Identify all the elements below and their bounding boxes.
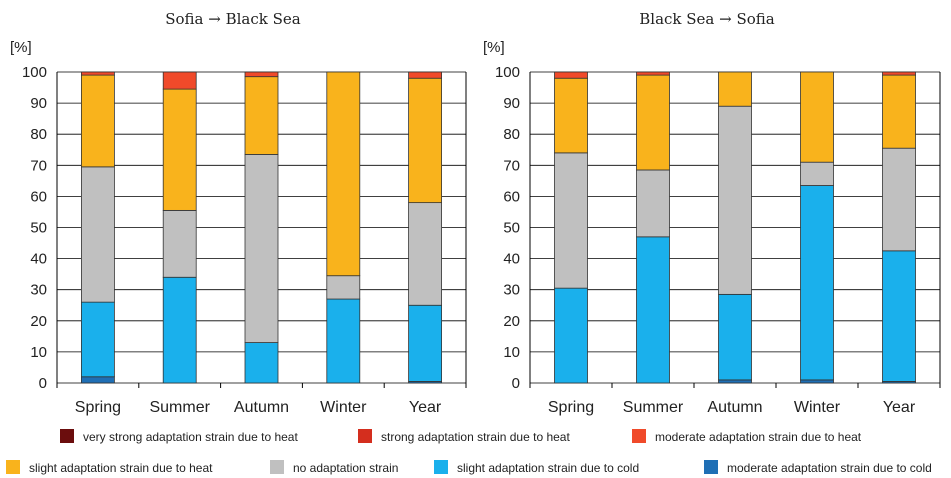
bar-segment: [718, 71, 752, 107]
y-tick-label: 90: [30, 95, 47, 112]
bar-segment: [81, 74, 115, 168]
bar-segment: [244, 71, 279, 78]
legend-label: strong adaptation strain due to heat: [381, 430, 570, 444]
bar-segment: [882, 147, 916, 252]
legend-label: slight adaptation strain due to heat: [29, 461, 213, 475]
y-tick-label: 100: [495, 64, 520, 81]
legend-label: slight adaptation strain due to cold: [457, 461, 639, 475]
y-tick-label: 30: [30, 282, 47, 299]
legend-label: moderate adaptation strain due to heat: [655, 430, 862, 444]
bar-segment: [81, 166, 115, 303]
bar-segment: [244, 342, 279, 384]
y-tick-label: 0: [39, 375, 47, 392]
bar-segment: [718, 293, 752, 381]
y-tick-label: 100: [22, 64, 47, 81]
y-tick-label: 30: [503, 282, 520, 299]
y-axis-unit: [%]: [10, 39, 32, 56]
bar-segment: [408, 71, 443, 79]
chart-panel-sofia-to-black-sea: Sofia → Black Sea [%] 0 10 20 30 40 50 60 70 80 90 1…: [10, 10, 467, 416]
y-tick-label: 90: [503, 95, 520, 112]
legend-swatch: [704, 460, 718, 474]
y-tick-label: 60: [503, 188, 520, 205]
bar-segment: [882, 71, 916, 76]
bar-segment: [554, 152, 588, 289]
bar-segment: [244, 76, 279, 155]
bar-segment: [554, 287, 588, 384]
bar-segment: [326, 71, 361, 277]
y-tick-label: 10: [30, 344, 47, 361]
y-tick-label: 20: [503, 313, 520, 330]
bar-segment: [636, 169, 670, 238]
bar-segment: [800, 71, 834, 163]
bar-segment: [326, 298, 361, 384]
y-axis-unit: [%]: [483, 39, 505, 56]
bar-segment: [162, 88, 197, 211]
bar-segment: [408, 304, 443, 382]
bar-segment: [882, 74, 916, 149]
bar-segment: [162, 71, 197, 90]
bar-segment: [554, 77, 588, 154]
legend-label: moderate adaptation strain due to cold: [727, 461, 932, 475]
bar-segment: [162, 276, 197, 384]
bar-segment: [800, 185, 834, 381]
legend-swatch: [6, 460, 20, 474]
y-tick-label: 40: [503, 251, 520, 268]
x-tick-label: Autumn: [707, 399, 762, 416]
chart-title: Sofia → Black Sea: [165, 10, 301, 28]
y-tick-label: 70: [30, 157, 47, 174]
bar-segment: [81, 71, 115, 76]
legend-label: very strong adaptation strain due to hea…: [83, 430, 298, 444]
bar-segment: [882, 250, 916, 382]
bar-segment: [636, 236, 670, 384]
legend-swatch: [358, 429, 372, 443]
x-tick-label: Autumn: [234, 399, 289, 416]
bar-segment: [718, 379, 752, 384]
y-tick-label: 10: [503, 344, 520, 361]
y-tick-label: 50: [503, 220, 520, 237]
bar-segment: [554, 71, 588, 79]
y-tick-label: 20: [30, 313, 47, 330]
legend-label: no adaptation strain: [293, 461, 398, 475]
x-tick-label: Year: [409, 399, 442, 416]
bar-segment: [81, 301, 115, 378]
legend-swatch: [632, 429, 646, 443]
bar-segment: [800, 379, 834, 384]
bar-segment: [636, 71, 670, 76]
legend-swatch: [60, 429, 74, 443]
bar-segment: [408, 77, 443, 204]
y-tick-label: 60: [30, 188, 47, 205]
x-tick-label: Winter: [320, 399, 367, 416]
bar-segment: [162, 209, 197, 278]
bar-segment: [408, 202, 443, 306]
x-tick-label: Summer: [623, 399, 684, 416]
chart-legend: very strong adaptation strain due to hea…: [6, 429, 932, 475]
bar-segment: [326, 275, 361, 300]
y-tick-label: 70: [503, 157, 520, 174]
x-tick-label: Summer: [149, 399, 210, 416]
x-tick-label: Spring: [548, 399, 594, 416]
y-tick-label: 40: [30, 251, 47, 268]
bar-segment: [636, 74, 670, 171]
y-tick-label: 80: [30, 126, 47, 143]
x-tick-label: Spring: [75, 399, 121, 416]
legend-swatch: [434, 460, 448, 474]
legend-swatch: [270, 460, 284, 474]
y-tick-label: 80: [503, 126, 520, 143]
chart-panel-black-sea-to-sofia: Black Sea → Sofia [%] 0 10 20 30 40 50 60 70 80 90 1…: [483, 10, 941, 416]
bar-segment: [244, 154, 279, 343]
bar-segment: [800, 161, 834, 186]
y-tick-label: 50: [30, 220, 47, 237]
bar-segment: [718, 105, 752, 295]
y-tick-label: 0: [512, 375, 520, 392]
chart-title: Black Sea → Sofia: [639, 10, 775, 28]
x-tick-label: Year: [883, 399, 916, 416]
x-tick-label: Winter: [794, 399, 841, 416]
bar-segment: [81, 376, 115, 384]
